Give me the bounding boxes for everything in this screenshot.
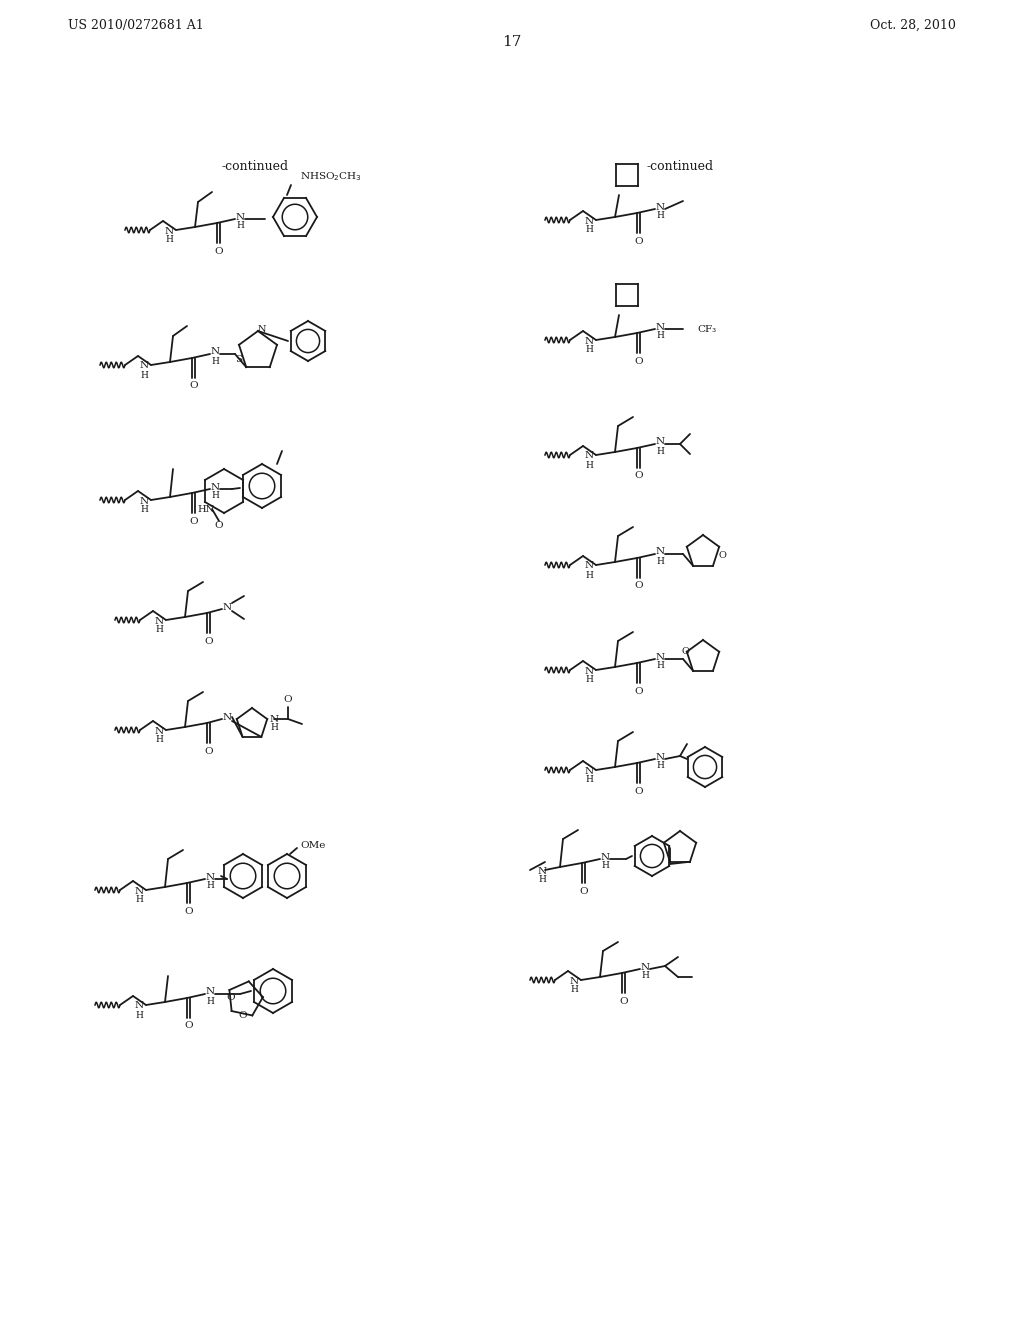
Text: H: H: [140, 371, 147, 380]
Text: N: N: [139, 362, 148, 371]
Text: O: O: [215, 521, 223, 531]
Text: 17: 17: [503, 36, 521, 49]
Text: H: H: [585, 570, 593, 579]
Text: N: N: [655, 322, 665, 331]
Text: N: N: [211, 483, 219, 491]
Text: N: N: [585, 337, 594, 346]
Text: N: N: [258, 325, 266, 334]
Text: O: O: [634, 356, 643, 366]
Text: N: N: [585, 767, 594, 776]
Text: O: O: [204, 747, 213, 755]
Text: H: H: [585, 461, 593, 470]
Text: -continued: -continued: [646, 161, 714, 173]
Text: H: H: [656, 661, 664, 671]
Text: O: O: [620, 997, 628, 1006]
Text: N: N: [655, 202, 665, 211]
Text: N: N: [155, 616, 164, 626]
Text: H: H: [641, 972, 649, 981]
Text: H: H: [206, 882, 214, 891]
Text: N: N: [206, 987, 215, 997]
Text: O: O: [204, 636, 213, 645]
Text: H: H: [656, 557, 664, 565]
Text: H: H: [656, 446, 664, 455]
Text: O: O: [189, 516, 198, 525]
Text: O: O: [634, 471, 643, 480]
Text: N: N: [211, 347, 219, 356]
Text: O: O: [184, 907, 193, 916]
Text: N: N: [640, 962, 649, 972]
Text: H: H: [237, 222, 244, 231]
Text: H: H: [165, 235, 173, 244]
Text: H: H: [585, 226, 593, 235]
Text: O: O: [284, 696, 292, 705]
Text: H: H: [585, 776, 593, 784]
Text: HN: HN: [198, 504, 215, 513]
Text: N: N: [165, 227, 173, 235]
Text: H: H: [135, 1011, 143, 1019]
Text: H: H: [211, 356, 219, 366]
Text: O: O: [681, 648, 689, 656]
Text: OMe: OMe: [300, 842, 326, 850]
Text: H: H: [140, 506, 147, 515]
Text: H: H: [135, 895, 143, 904]
Text: N: N: [134, 887, 143, 895]
Text: N: N: [139, 496, 148, 506]
Text: H: H: [585, 676, 593, 685]
Text: N: N: [222, 713, 231, 722]
Text: S: S: [236, 355, 243, 364]
Text: N: N: [269, 714, 279, 723]
Text: O: O: [239, 1011, 248, 1019]
Text: N: N: [236, 213, 245, 222]
Text: N: N: [585, 561, 594, 570]
Text: O: O: [226, 993, 236, 1002]
Text: N: N: [206, 873, 215, 882]
Text: H: H: [155, 735, 163, 744]
Text: O: O: [634, 787, 643, 796]
Text: N: N: [585, 216, 594, 226]
Text: O: O: [634, 686, 643, 696]
Text: N: N: [655, 752, 665, 762]
Text: -continued: -continued: [221, 161, 289, 173]
Text: H: H: [570, 986, 578, 994]
Text: NHSO$_2$CH$_3$: NHSO$_2$CH$_3$: [300, 170, 361, 183]
Text: H: H: [270, 723, 278, 733]
Text: N: N: [538, 866, 547, 875]
Text: H: H: [656, 211, 664, 220]
Text: N: N: [655, 652, 665, 661]
Text: O: O: [634, 236, 643, 246]
Text: H: H: [538, 875, 546, 884]
Text: N: N: [222, 602, 231, 611]
Text: N: N: [155, 726, 164, 735]
Text: H: H: [206, 997, 214, 1006]
Text: N: N: [585, 451, 594, 461]
Text: O: O: [214, 247, 223, 256]
Text: O: O: [580, 887, 588, 895]
Text: O: O: [189, 381, 198, 391]
Text: H: H: [211, 491, 219, 500]
Text: N: N: [134, 1002, 143, 1011]
Text: O: O: [634, 582, 643, 590]
Text: US 2010/0272681 A1: US 2010/0272681 A1: [68, 18, 204, 32]
Text: H: H: [155, 626, 163, 635]
Text: N: N: [655, 437, 665, 446]
Text: N: N: [600, 853, 609, 862]
Text: O: O: [718, 550, 726, 560]
Text: N: N: [655, 548, 665, 557]
Text: CF₃: CF₃: [697, 325, 716, 334]
Text: N: N: [585, 667, 594, 676]
Text: N: N: [569, 977, 579, 986]
Text: Oct. 28, 2010: Oct. 28, 2010: [870, 18, 956, 32]
Text: H: H: [656, 762, 664, 771]
Text: H: H: [656, 331, 664, 341]
Text: H: H: [601, 862, 609, 870]
Text: O: O: [184, 1022, 193, 1031]
Text: H: H: [585, 346, 593, 355]
